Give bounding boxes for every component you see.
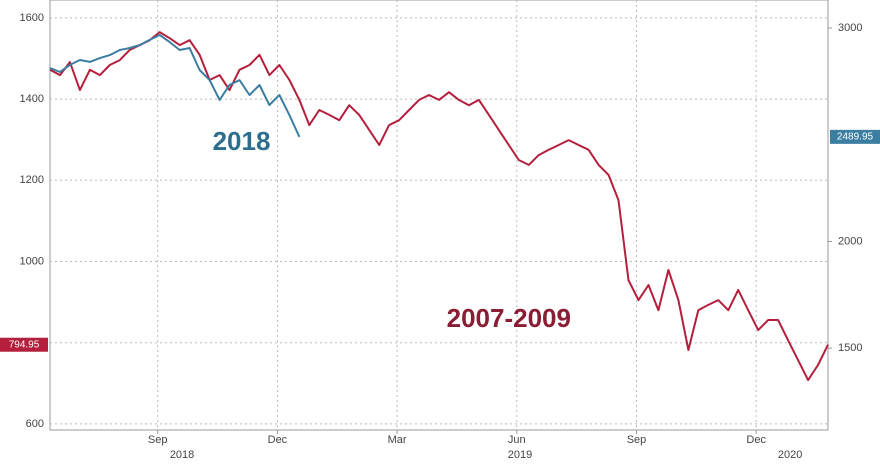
x-tick-label: Mar	[388, 434, 407, 446]
annotation: 2007-2009	[447, 303, 571, 333]
year-label: 2019	[508, 449, 532, 461]
y2-tick-label: 1500	[838, 342, 862, 354]
end-value-tag	[0, 337, 48, 352]
y-tick-label: 1400	[20, 93, 44, 105]
annotation: 2018	[213, 126, 271, 156]
series-line	[49, 31, 829, 382]
x-tick-label: Sep	[148, 434, 168, 446]
y-tick-label: 1200	[20, 174, 44, 186]
y2-tick-label: 2000	[838, 235, 862, 247]
x-tick-label: Jun	[508, 434, 526, 446]
x-tick-label: Dec	[268, 434, 288, 446]
x-tick-label: Dec	[746, 434, 766, 446]
x-tick-label: Sep	[627, 434, 647, 446]
series-line	[49, 34, 301, 138]
year-label: 2018	[170, 449, 194, 461]
plot-area	[49, 0, 829, 431]
end-value-label: 2489.95	[837, 131, 874, 142]
end-value-tag	[830, 129, 880, 144]
y-tick-label: 1600	[20, 12, 44, 24]
year-label: 2020	[778, 449, 802, 461]
y-tick-label: 1000	[20, 255, 44, 267]
y-tick-label: 600	[26, 418, 44, 430]
end-value-label: 794.95	[9, 339, 40, 350]
y2-tick-label: 3000	[838, 22, 862, 34]
